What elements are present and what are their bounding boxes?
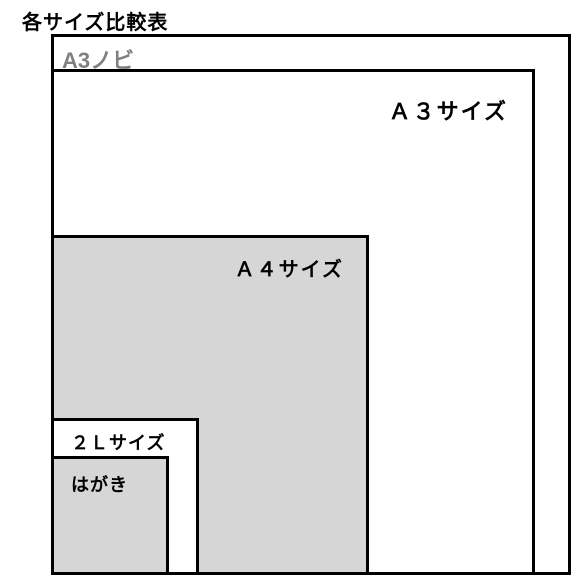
label-a3: Ａ３サイズ bbox=[389, 94, 508, 126]
page-title: 各サイズ比較表 bbox=[22, 6, 168, 35]
label-hagaki: はがき bbox=[71, 471, 128, 497]
box-hagaki: はがき bbox=[51, 456, 169, 575]
label-2l: ２Ｌサイズ bbox=[71, 429, 165, 455]
size-comparison-chart: A3ノビ Ａ３サイズ Ａ４サイズ ２Ｌサイズ はがき bbox=[51, 34, 571, 575]
label-a4: Ａ４サイズ bbox=[235, 253, 344, 282]
